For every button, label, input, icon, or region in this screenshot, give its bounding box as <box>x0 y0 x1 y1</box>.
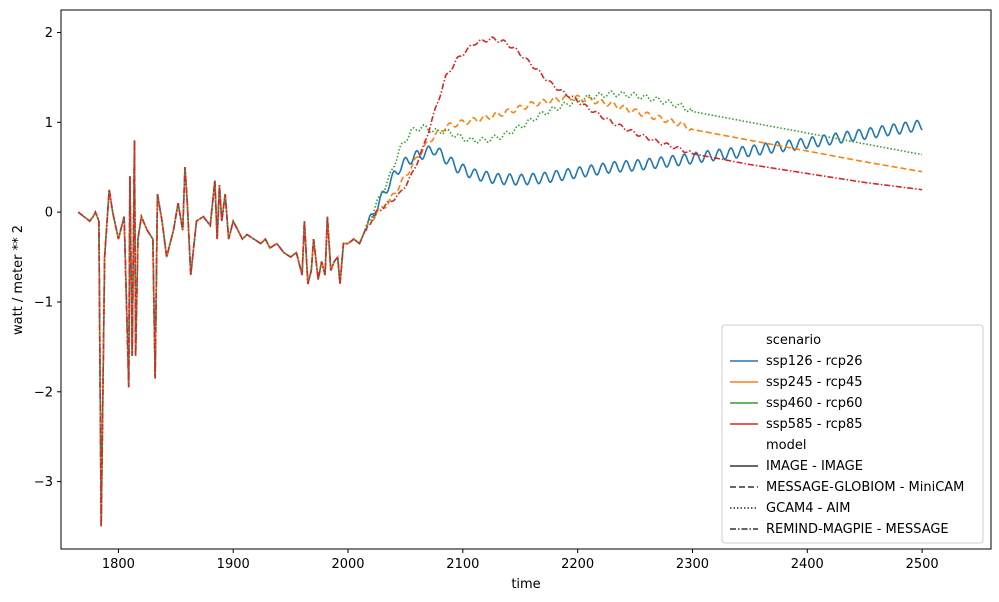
plot-area <box>60 9 992 550</box>
legend-entry-ssp460: ssp460 - rcp60 <box>766 396 863 411</box>
y-tick-label: −1 <box>34 295 53 310</box>
legend: scenario ssp126 - rcp26 ssp245 - rcp45 s… <box>721 324 984 544</box>
y-tick-label: 0 <box>45 206 53 221</box>
y-axis-label: watt / meter ** 2 <box>11 225 26 335</box>
legend-entry-remind: REMIND-MAGPIE - MESSAGE <box>766 522 949 537</box>
legend-entry-ssp585: ssp585 - rcp85 <box>766 417 863 432</box>
y-tick-label: −3 <box>34 475 53 490</box>
legend-entry-gcam: GCAM4 - AIM <box>766 501 850 516</box>
legend-entry-ssp126: ssp126 - rcp26 <box>766 354 863 369</box>
x-tick-label: 2500 <box>906 557 939 572</box>
y-tick-label: 2 <box>45 26 53 41</box>
y-tick-label: 1 <box>45 116 53 131</box>
x-tick-label: 2100 <box>446 557 479 572</box>
legend-entry-message: MESSAGE-GLOBIOM - MiniCAM <box>766 480 964 495</box>
legend-entry-ssp245: ssp245 - rcp45 <box>766 375 863 390</box>
y-axis: −3 −2 −1 0 1 2 <box>34 26 61 490</box>
series-line-ssp245 <box>77 94 923 527</box>
legend-scenario-title: scenario <box>766 333 821 348</box>
series-line-ssp126 <box>77 119 923 527</box>
x-tick-label: 2400 <box>791 557 824 572</box>
x-tick-label: 1800 <box>102 557 135 572</box>
x-tick-label: 2200 <box>561 557 594 572</box>
legend-box <box>721 324 984 544</box>
x-axis-label: time <box>511 577 540 592</box>
x-tick-label: 2000 <box>331 557 364 572</box>
series-line-ssp585 <box>77 36 923 527</box>
y-tick-label: −2 <box>34 385 53 400</box>
x-tick-label: 2300 <box>676 557 709 572</box>
x-tick-label: 1900 <box>217 557 250 572</box>
series-lines <box>77 36 923 527</box>
legend-model-title: model <box>766 438 806 453</box>
series-line-ssp460 <box>77 90 923 527</box>
legend-entry-image: IMAGE - IMAGE <box>766 459 863 474</box>
x-axis: 1800 1900 2000 2100 2200 2300 2400 2500 <box>102 549 939 572</box>
